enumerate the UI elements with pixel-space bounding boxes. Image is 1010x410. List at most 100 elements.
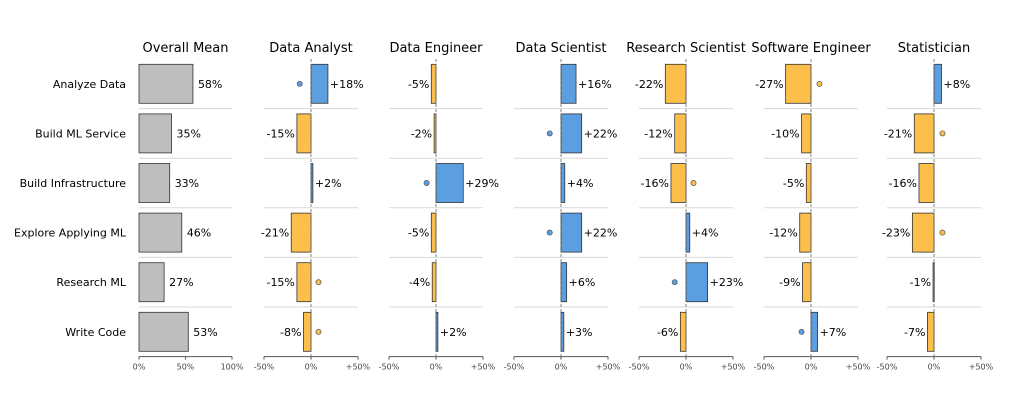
bar <box>431 262 437 303</box>
marker-dot <box>816 80 823 87</box>
tick-label: -50% <box>877 363 898 372</box>
bar <box>799 212 812 253</box>
tick-label: -50% <box>254 363 275 372</box>
data-label: +6% <box>569 276 596 289</box>
data-label: +22% <box>584 227 618 240</box>
bar <box>310 63 329 104</box>
data-label: 53% <box>193 326 217 339</box>
marker-dot <box>315 279 322 286</box>
data-label: -4% <box>409 276 430 289</box>
data-label: +23% <box>710 276 744 289</box>
category-label: Analyze Data <box>53 78 126 91</box>
bar <box>138 163 171 203</box>
panel-title: Data Engineer <box>389 41 483 56</box>
tick-label: -50% <box>504 363 525 372</box>
tick-label: +50% <box>346 363 371 372</box>
tick-label: 0% <box>680 363 693 372</box>
bar <box>560 63 577 104</box>
data-label: -8% <box>280 326 301 339</box>
marker-dot <box>315 328 322 335</box>
bar <box>430 212 437 253</box>
tick-label: 0% <box>555 363 568 372</box>
bar <box>560 113 583 154</box>
bar <box>138 311 189 352</box>
data-label: +4% <box>567 177 594 190</box>
bar <box>430 63 437 104</box>
bar <box>785 63 812 104</box>
data-label: -21% <box>884 127 912 140</box>
category-label: Explore Applying ML <box>14 227 127 240</box>
marker-dot <box>939 130 946 137</box>
data-label: +16% <box>578 78 612 91</box>
tick-label: 0% <box>305 363 318 372</box>
data-label: -12% <box>769 227 797 240</box>
marker-dot <box>939 229 946 236</box>
marker-dot <box>690 180 697 186</box>
marker-dot <box>546 130 553 137</box>
panel-title: Software Engineer <box>751 41 871 56</box>
data-label: +2% <box>315 177 342 190</box>
bar <box>310 163 314 203</box>
data-label: -5% <box>408 78 429 91</box>
data-label: -16% <box>641 177 669 190</box>
data-label: +2% <box>440 326 467 339</box>
bar <box>810 311 818 352</box>
panel-title: Research Scientist <box>626 41 746 56</box>
data-label: -10% <box>771 127 799 140</box>
data-label: -7% <box>904 326 925 339</box>
bar <box>560 212 583 253</box>
bar <box>674 113 687 154</box>
data-label: 58% <box>198 78 222 91</box>
bar <box>801 113 812 154</box>
bar <box>670 163 687 203</box>
bar <box>685 262 709 303</box>
bar <box>679 311 687 352</box>
category-label: Write Code <box>65 326 126 339</box>
bar <box>433 113 437 154</box>
category-label: Build ML Service <box>35 127 126 140</box>
bar <box>296 113 312 154</box>
category-label: Build Infrastructure <box>20 177 127 190</box>
data-label: 35% <box>177 127 201 140</box>
marker-dot <box>671 279 678 286</box>
marker-dot <box>296 80 303 87</box>
data-label: -23% <box>882 227 910 240</box>
tick-label: +50% <box>969 363 994 372</box>
data-label: -16% <box>889 177 917 190</box>
marker-dot <box>423 180 430 186</box>
data-label: -27% <box>755 78 783 91</box>
tick-label: -50% <box>754 363 775 372</box>
tick-label: +50% <box>471 363 496 372</box>
data-label: -6% <box>657 326 678 339</box>
data-label: -21% <box>261 227 289 240</box>
marker-dot <box>798 328 805 335</box>
panel-title: Data Analyst <box>269 41 352 56</box>
bar <box>138 113 172 154</box>
tick-label: 0% <box>430 363 443 372</box>
tick-label: +50% <box>596 363 621 372</box>
marker-dot <box>546 229 553 236</box>
tick-label: 0% <box>805 363 818 372</box>
bar <box>138 212 183 253</box>
data-label: -2% <box>411 127 432 140</box>
bar <box>802 262 812 303</box>
bar <box>303 311 312 352</box>
data-label: -9% <box>779 276 800 289</box>
data-label: 46% <box>187 227 211 240</box>
tick-label: +50% <box>721 363 746 372</box>
data-label: +4% <box>692 227 719 240</box>
data-label: -5% <box>408 227 429 240</box>
tick-label: 0% <box>133 363 146 372</box>
panel-title: Statistician <box>898 41 970 56</box>
tick-label: 100% <box>221 363 244 372</box>
data-label: -22% <box>635 78 663 91</box>
bar <box>560 262 568 303</box>
tick-label: +50% <box>846 363 871 372</box>
bar <box>805 163 812 203</box>
data-label: +29% <box>465 177 499 190</box>
bar <box>913 113 935 154</box>
data-label: +22% <box>584 127 618 140</box>
panel-title: Overall Mean <box>142 41 228 56</box>
data-label: 27% <box>169 276 193 289</box>
